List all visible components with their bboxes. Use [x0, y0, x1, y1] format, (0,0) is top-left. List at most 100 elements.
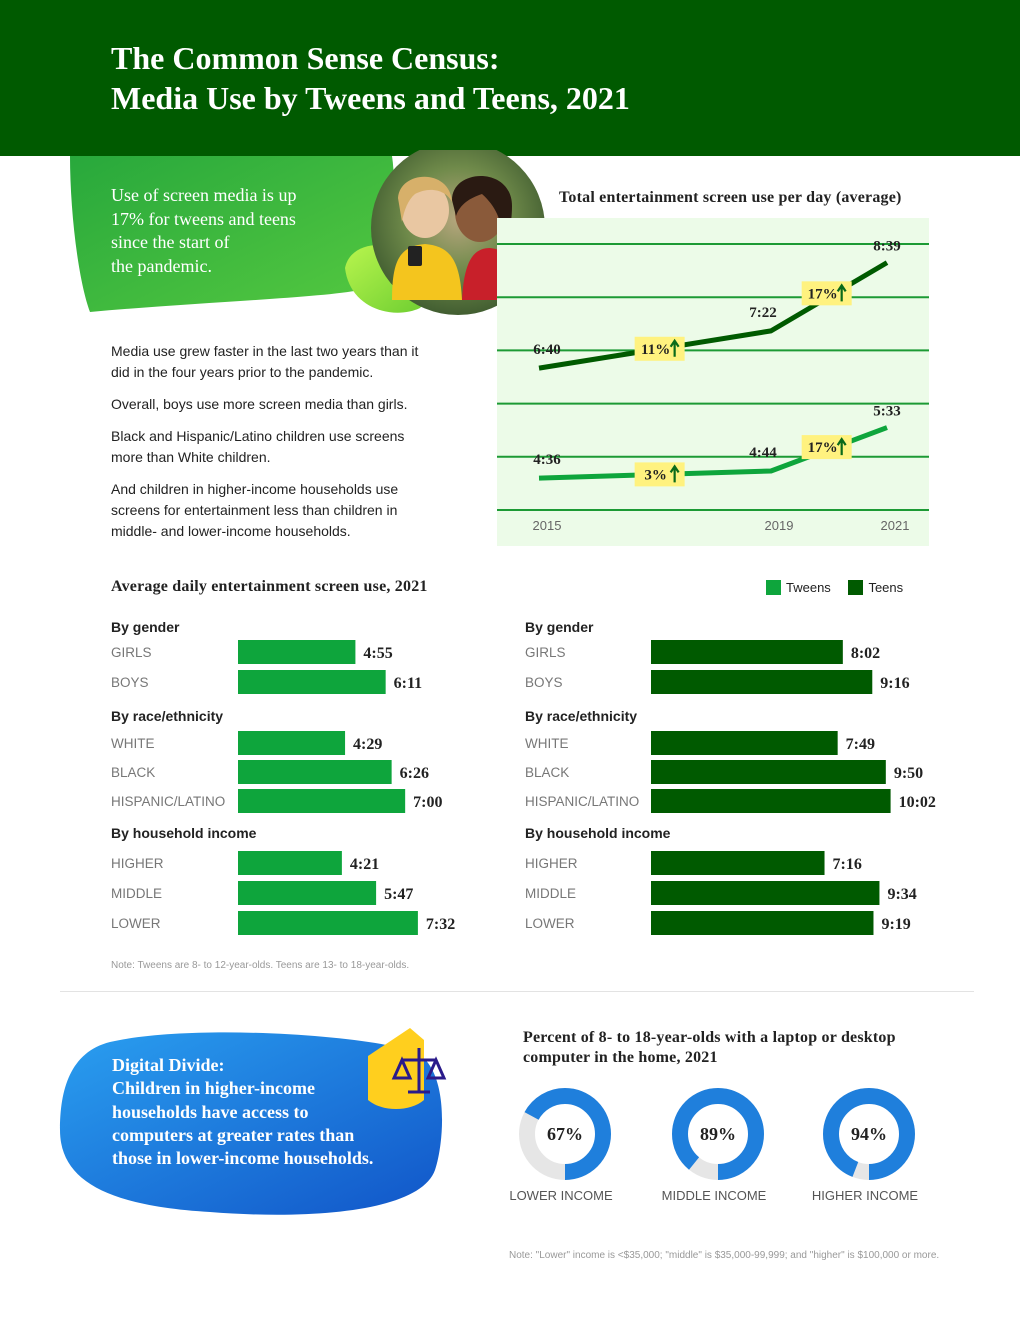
page-title: The Common Sense Census: Media Use by Tw… — [111, 38, 630, 118]
category-label: HISPANIC/LATINO — [525, 794, 639, 809]
bar-value-label: 4:21 — [350, 856, 379, 873]
yellow-house-shape — [368, 1028, 424, 1109]
category-label: BLACK — [525, 765, 569, 780]
digital-divide-line: Children in higher-income — [112, 1078, 316, 1099]
bar-teens — [651, 731, 838, 755]
badge-background — [634, 462, 685, 487]
category-label: WHITE — [111, 736, 155, 751]
group-heading: By race/ethnicity — [111, 708, 223, 724]
callout-line: Use of screen media is up — [111, 185, 297, 205]
bar-value-label: 7:16 — [833, 856, 862, 873]
category-label: BOYS — [525, 675, 563, 690]
bar-value-label: 5:47 — [384, 886, 413, 903]
bar-chart: By gender GIRLS 4:55 BOYS 6:11 By race/ethnic… — [111, 619, 936, 935]
bar-value-label: 6:26 — [400, 765, 429, 782]
data-label: 4:44 — [749, 445, 777, 461]
category-label: HISPANIC/LATINO — [111, 794, 225, 809]
legend-item-tweens: Tweens — [766, 580, 831, 595]
digital-divide-line: computers at greater rates than — [112, 1124, 355, 1145]
line-chart-background — [497, 218, 929, 546]
digital-divide-line: Digital Divide: — [112, 1055, 225, 1075]
intro-paragraph: Overall, boys use more screen media than… — [111, 396, 408, 412]
bar-value-label: 6:11 — [394, 675, 422, 692]
bar-teens — [651, 640, 843, 664]
donut-category-label: MIDDLE INCOME — [662, 1188, 767, 1203]
digital-divide-blob — [60, 1032, 443, 1215]
badge-label: 17% — [808, 286, 838, 302]
group-heading: By household income — [111, 825, 257, 841]
scales-icon — [391, 1048, 447, 1094]
bar-chart-note: Note: Tweens are 8- to 12-year-olds. Tee… — [111, 960, 410, 971]
x-tick-label: 2019 — [765, 518, 794, 533]
digital-divide-line: households have access to — [112, 1101, 309, 1122]
category-label: GIRLS — [111, 645, 152, 660]
title-line-2: Media Use by Tweens and Teens, 2021 — [111, 80, 630, 116]
badge-background — [801, 435, 852, 460]
category-label: LOWER — [111, 916, 161, 931]
intro-paragraph: Black and Hispanic/Latino children use s… — [111, 428, 405, 465]
donut-chart: 67% LOWER INCOME 89% MIDDLE INCOME 94% HIGHER… — [509, 1088, 919, 1203]
digital-divide-line: those in lower-income households. — [112, 1148, 374, 1169]
digital-divide-shapes — [60, 1028, 447, 1215]
category-label: HIGHER — [111, 856, 164, 871]
digital-divide-text: Digital Divide: Children in higher-incom… — [112, 1054, 432, 1170]
bar-tweens — [238, 881, 377, 905]
bar-tweens — [238, 731, 346, 755]
bar-teens — [651, 670, 873, 694]
bar-value-label: 9:19 — [881, 916, 910, 933]
category-label: WHITE — [525, 736, 569, 751]
callout-line: 17% for tweens and teens — [111, 208, 296, 229]
donut-arc — [519, 1088, 611, 1180]
data-label: 4:36 — [533, 452, 561, 468]
up-arrow-icon — [669, 464, 680, 483]
bar-tweens — [238, 760, 392, 784]
legend-label: Teens — [868, 580, 904, 595]
bar-value-label: 9:50 — [894, 765, 923, 782]
category-label: MIDDLE — [111, 886, 162, 901]
x-tick-label: 2021 — [881, 518, 910, 533]
badge-label: 3% — [644, 467, 667, 483]
header-banner: The Common Sense Census: Media Use by Tw… — [0, 0, 1020, 156]
bar-tweens — [238, 789, 406, 813]
category-label: BOYS — [111, 675, 149, 690]
group-heading: By gender — [111, 619, 180, 635]
data-label: 8:39 — [873, 239, 901, 255]
bar-teens — [651, 760, 886, 784]
bar-chart-title: Average daily entertainment screen use, … — [111, 578, 428, 595]
donut: 89% MIDDLE INCOME — [662, 1088, 767, 1203]
donut-value-label: 67% — [547, 1124, 583, 1144]
category-label: MIDDLE — [525, 886, 576, 901]
bar-teens — [651, 851, 825, 875]
donut-category-label: LOWER INCOME — [509, 1188, 613, 1203]
category-label: LOWER — [525, 916, 575, 931]
donut: 67% LOWER INCOME — [509, 1088, 613, 1203]
section-divider — [60, 991, 974, 992]
up-arrow-icon — [836, 437, 847, 456]
bar-value-label: 9:16 — [880, 675, 909, 692]
percent-badge: 3% — [634, 462, 685, 487]
line-chart-title: Total entertainment screen use per day (… — [559, 189, 902, 206]
data-label: 5:33 — [873, 404, 901, 420]
bar-tweens — [238, 640, 356, 664]
intro-paragraph: And children in higher-income households… — [111, 481, 399, 539]
x-tick-label: 2015 — [533, 518, 562, 533]
bar-value-label: 7:49 — [846, 736, 875, 753]
donut-value-label: 89% — [700, 1124, 736, 1144]
bar-teens — [651, 881, 880, 905]
up-arrow-icon — [669, 338, 680, 357]
badge-label: 17% — [808, 440, 838, 456]
legend-item-teens: Teens — [848, 580, 903, 595]
bar-tweens — [238, 911, 418, 935]
bar-value-label: 10:02 — [899, 794, 936, 811]
callout-text: Use of screen media is up 17% for tweens… — [111, 184, 351, 278]
title-line-1: The Common Sense Census: — [111, 40, 500, 76]
legend-swatch-teens — [848, 580, 864, 595]
callout-line: since the start of — [111, 232, 230, 252]
badge-background — [634, 336, 685, 361]
donut: 94% HIGHER INCOME — [812, 1088, 919, 1203]
percent-badge: 11% — [634, 336, 685, 361]
donut-category-label: HIGHER INCOME — [812, 1188, 919, 1203]
line-chart: 2015 2019 2021 6:40 7:22 8:39 4:36 4:44 5:33 11% 1… — [497, 218, 929, 546]
bar-value-label: 9:34 — [887, 886, 916, 903]
category-label: HIGHER — [525, 856, 578, 871]
